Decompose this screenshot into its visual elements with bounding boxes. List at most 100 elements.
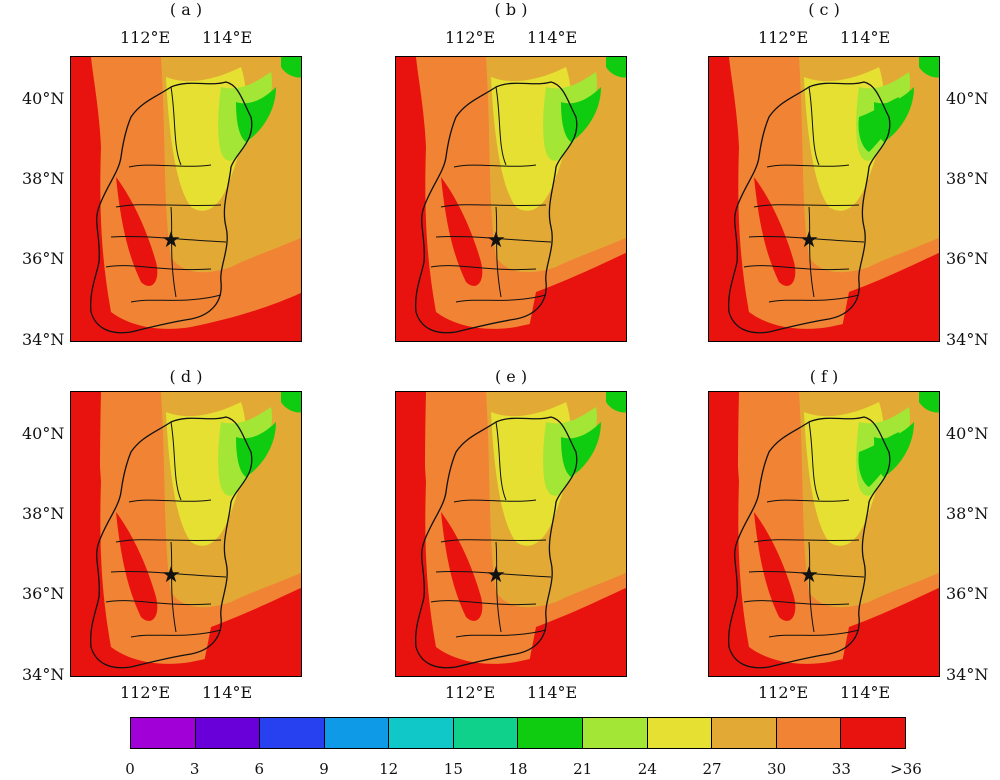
field-region [526, 252, 626, 341]
field-region [236, 87, 276, 142]
field-region [606, 392, 626, 413]
colorbar-tick-label: 27 [702, 760, 722, 778]
field-region [526, 587, 626, 676]
colorbar [130, 717, 906, 749]
county-boundary [130, 629, 222, 638]
field-region [281, 392, 301, 413]
panel-label-f: ( f ) [809, 367, 839, 386]
panel-label-c: ( c ) [808, 0, 840, 19]
lon-label: 114°E [202, 683, 253, 702]
station-star-icon: ★ [486, 228, 506, 253]
colorbar-tick-label: 0 [125, 760, 135, 778]
county-boundary [495, 206, 502, 298]
field-region [754, 177, 796, 286]
county-boundary [808, 86, 820, 166]
province-boundary [414, 416, 578, 669]
province-boundary [89, 416, 253, 669]
panel-label-e: ( e ) [494, 367, 528, 386]
field-region [71, 392, 101, 676]
county-boundary [453, 164, 537, 168]
lat-label: 36°N [22, 584, 65, 603]
lon-label: 114°E [527, 28, 578, 47]
colorbar-segment [389, 718, 454, 748]
colorbar-segment [518, 718, 584, 748]
colorbar-tick-label: >36 [890, 760, 922, 778]
county-boundary [128, 164, 212, 168]
lon-label: 114°E [840, 28, 891, 47]
lat-label: 36°N [22, 249, 65, 268]
colorbar-segment [647, 718, 713, 748]
colorbar-tick-label: 21 [573, 760, 593, 778]
county-boundary [430, 600, 537, 606]
colorbar-tick-label: 9 [319, 760, 329, 778]
county-boundary [753, 204, 860, 208]
field-region [754, 512, 796, 621]
field-region [561, 87, 601, 142]
county-boundary [105, 600, 212, 606]
field-region [839, 252, 939, 341]
lon-label: 112°E [120, 683, 171, 702]
field-region [116, 177, 158, 286]
county-boundary [768, 629, 860, 638]
county-boundary [455, 629, 547, 638]
lat-label: 34°N [22, 665, 65, 684]
lat-label: 36°N [946, 249, 989, 268]
field-region [858, 432, 899, 487]
map-panel-a: ★ [70, 56, 302, 342]
colorbar-segment [260, 718, 325, 748]
lat-label: 38°N [946, 169, 989, 188]
lat-label: 38°N [22, 169, 65, 188]
colorbar-segment [712, 718, 777, 748]
lon-label: 112°E [120, 28, 171, 47]
map-panel-b: ★ [395, 56, 627, 342]
colorbar-segment [324, 718, 390, 748]
map-panel-f: ★ [708, 391, 940, 677]
field-region [561, 422, 601, 477]
lat-label: 40°N [22, 424, 65, 443]
province-boundary [727, 81, 891, 334]
county-boundary [105, 265, 212, 271]
field-region [396, 392, 426, 676]
county-boundary [808, 421, 820, 501]
lat-label: 40°N [946, 424, 989, 443]
colorbar-segment [195, 718, 261, 748]
colorbar-tick-label: 6 [254, 760, 265, 778]
county-boundary [128, 499, 212, 503]
field-region [606, 57, 626, 78]
county-boundary [743, 265, 850, 271]
lon-label: 112°E [758, 28, 809, 47]
station-star-icon: ★ [161, 228, 181, 253]
county-boundary [766, 164, 850, 168]
field-region [919, 57, 939, 78]
lat-label: 38°N [946, 504, 989, 523]
lat-label: 38°N [22, 504, 65, 523]
field-region [281, 57, 301, 78]
map-panel-e: ★ [395, 391, 627, 677]
county-boundary [435, 570, 552, 578]
colorbar-segment [453, 718, 519, 748]
county-boundary [430, 265, 537, 271]
county-boundary [748, 570, 865, 578]
lon-label: 112°E [445, 28, 496, 47]
panel-label-d: ( d ) [169, 367, 203, 386]
station-star-icon: ★ [799, 228, 819, 253]
lon-label: 114°E [202, 28, 253, 47]
colorbar-tick-label: 33 [831, 760, 851, 778]
colorbar-tick-label: 3 [189, 760, 200, 778]
county-boundary [753, 539, 860, 543]
county-boundary [495, 541, 502, 633]
field-region [441, 512, 483, 621]
county-boundary [766, 499, 850, 503]
colorbar-segment [841, 718, 905, 748]
colorbar-segment [776, 718, 842, 748]
county-boundary [453, 499, 537, 503]
colorbar-tick-label: 18 [508, 760, 528, 778]
lat-label: 36°N [946, 584, 989, 603]
lat-label: 40°N [946, 89, 989, 108]
county-boundary [110, 570, 227, 578]
field-region [858, 97, 899, 152]
province-boundary [414, 81, 578, 334]
lat-label: 34°N [946, 665, 989, 684]
lon-label: 114°E [527, 683, 578, 702]
lon-label: 112°E [758, 683, 809, 702]
